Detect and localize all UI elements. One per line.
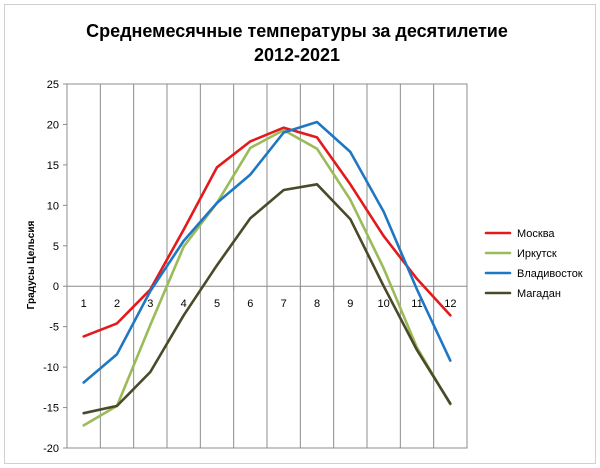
x-tick-label: 11 [411,298,422,310]
series-line-4 [82,183,452,415]
legend-label-1: Москва [517,228,555,240]
legend: Москва Иркутск Владивосток Магадан [484,228,583,300]
y-tick-labels: 25 20 15 10 5 0 -5 -10 -15 -20 [43,79,59,455]
x-tick-label: 8 [314,298,320,310]
y-tick-label: 5 [53,241,59,253]
series-line-3 [82,120,452,384]
x-tick-labels: 1 2 3 4 5 6 7 8 9 10 11 12 [81,298,457,310]
chart-border [4,4,596,464]
y-tick-label: 15 [47,160,59,172]
x-tick-label: 9 [347,298,353,310]
y-tick-label: 20 [47,119,59,131]
y-axis-label: Градусы Цельсия [26,221,37,310]
x-tick-label: 7 [281,298,287,310]
x-tick-label: 12 [444,298,456,310]
axis-layer [63,83,468,449]
x-tick-label: 1 [81,298,87,310]
legend-label-3: Владивосток [517,268,583,280]
y-tick-label: -5 [49,322,59,334]
x-tick-label: 3 [147,298,153,310]
series-layer [82,120,452,427]
y-tick-label: 25 [47,79,59,91]
legend-label-2: Иркутск [517,248,557,260]
legend-label-4: Магадан [517,288,561,300]
series-line-1 [82,126,452,338]
chart-title-line-1: Среднемесячные температуры за десятилети… [86,21,508,41]
plot-area-frame [66,83,468,449]
y-tick-label: 10 [47,200,59,212]
chart-title-line-2: 2012-2021 [254,45,340,65]
x-tick-label: 2 [114,298,120,310]
y-tick-label: -20 [43,443,59,455]
series-line-2 [82,128,452,427]
x-tick-label: 5 [214,298,220,310]
y-tick-label: 0 [53,281,59,293]
x-tick-label: 10 [378,298,390,310]
y-tick-label: -15 [43,403,59,415]
x-tick-label: 6 [247,298,253,310]
y-tick-label: -10 [43,362,59,374]
x-tick-label: 4 [181,298,187,310]
grid-layer [99,84,435,448]
